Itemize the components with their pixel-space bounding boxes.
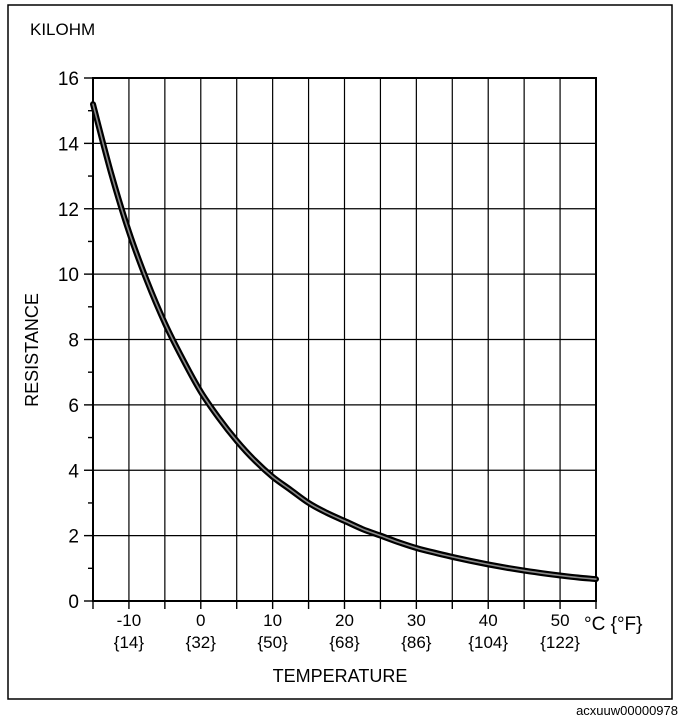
y-tick-label: 6 xyxy=(68,396,79,417)
y-tick-label: 14 xyxy=(58,134,80,155)
x-tick-label-celsius: -10 xyxy=(117,611,142,630)
x-tick-label-celsius: 50 xyxy=(551,611,570,630)
y-axis-title: RESISTANCE xyxy=(22,293,42,407)
y-tick-label: 16 xyxy=(58,69,79,90)
y-tick-label: 12 xyxy=(58,200,79,221)
figure-id: acxuuw00000978 xyxy=(576,703,678,718)
x-axis-title: TEMPERATURE xyxy=(273,666,408,686)
y-tick-label: 0 xyxy=(68,592,79,613)
x-tick-label-celsius: 20 xyxy=(335,611,354,630)
y-tick-label: 10 xyxy=(58,265,79,286)
y-tick-label: 8 xyxy=(68,331,79,352)
chart-frame xyxy=(7,4,673,700)
x-unit-label: °C {°F} xyxy=(584,614,643,635)
x-tick-label-fahrenheit: {86} xyxy=(401,633,432,652)
y-tick-label: 2 xyxy=(68,527,79,548)
x-tick-label-celsius: 10 xyxy=(263,611,282,630)
x-tick-label-fahrenheit: {122} xyxy=(540,633,580,652)
x-tick-label-fahrenheit: {32} xyxy=(186,633,217,652)
x-tick-label-celsius: 40 xyxy=(479,611,498,630)
x-tick-label-fahrenheit: {104} xyxy=(468,633,508,652)
y-unit-label: KILOHM xyxy=(30,20,95,39)
x-tick-label-fahrenheit: {50} xyxy=(258,633,289,652)
resistance-curve xyxy=(92,103,597,580)
x-tick-label-celsius: 30 xyxy=(407,611,426,630)
x-tick-label-celsius: 0 xyxy=(196,611,205,630)
y-tick-label: 4 xyxy=(68,461,79,482)
grid-lines xyxy=(93,78,596,601)
y-axis-ticks: 0 2 4 6 8 10 12 14 16 xyxy=(58,69,93,613)
x-tick-label-fahrenheit: {68} xyxy=(329,633,360,652)
x-axis-ticks: -10 {14} 0 {32} 10 {50} 20 {68} 30 {86} 40 {104} 50 {… xyxy=(92,601,597,652)
x-tick-label-fahrenheit: {14} xyxy=(114,633,145,652)
